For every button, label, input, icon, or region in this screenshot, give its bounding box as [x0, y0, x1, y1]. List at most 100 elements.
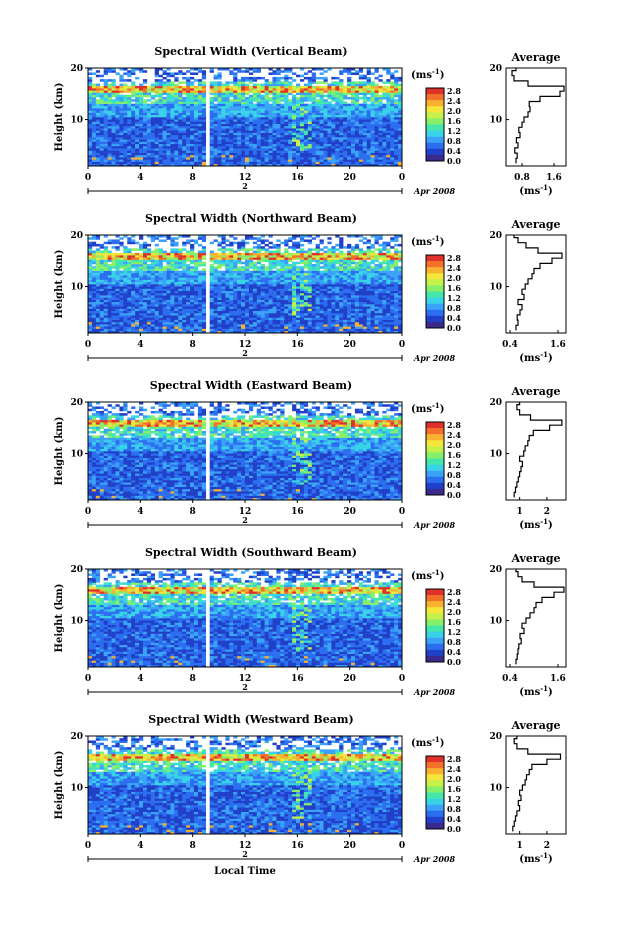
- heatmap-cell: [339, 326, 344, 329]
- heatmap-cell: [327, 281, 332, 285]
- heatmap-cell: [252, 163, 258, 167]
- heatmap-cell: [354, 96, 360, 100]
- y-axis-label: Height (km): [54, 83, 65, 152]
- heatmap-cell: [166, 286, 171, 289]
- heatmap-cell: [280, 312, 285, 316]
- heatmap-cell: [213, 312, 218, 316]
- heatmap-cell: [115, 161, 120, 165]
- heatmap-cell: [115, 281, 120, 285]
- heatmap-cell: [374, 310, 379, 314]
- heatmap-cell: [339, 70, 344, 73]
- heatmap-cell: [233, 134, 238, 138]
- heatmap-cell: [201, 304, 207, 307]
- heatmap-cell: [237, 321, 242, 325]
- heatmap-cell: [107, 85, 112, 89]
- heatmap-cell: [358, 68, 364, 71]
- heatmap-cell: [193, 297, 199, 300]
- heatmap-cell: [382, 103, 387, 107]
- heatmap-cell: [323, 324, 328, 327]
- heatmap-cell: [197, 105, 203, 109]
- heatmap-cell: [350, 83, 356, 87]
- heatmap-cell: [268, 163, 273, 167]
- heatmap-cell: [394, 88, 399, 91]
- heatmap-cell: [303, 301, 309, 305]
- heatmap-cell: [190, 83, 195, 87]
- heatmap-cell: [178, 299, 183, 303]
- heatmap-cell: [296, 312, 301, 316]
- heatmap-cell: [201, 290, 207, 294]
- heatmap-cell: [354, 163, 360, 167]
- heatmap-cell: [299, 137, 305, 140]
- heatmap-cell: [225, 152, 230, 156]
- heatmap-cell: [319, 117, 324, 120]
- heatmap-cell: [394, 99, 399, 102]
- heatmap-cell: [142, 128, 148, 131]
- heatmap-cell: [307, 306, 313, 309]
- heatmap-cell: [88, 304, 93, 307]
- heatmap-cell: [146, 134, 152, 138]
- heatmap-cell: [331, 159, 336, 162]
- heatmap-cell: [303, 96, 309, 100]
- heatmap-cell: [95, 112, 101, 116]
- heatmap-cell: [237, 88, 242, 91]
- heatmap-cell: [221, 284, 226, 287]
- heatmap-cell: [398, 121, 403, 124]
- heatmap-cell: [213, 288, 218, 291]
- heatmap-cell: [123, 301, 128, 305]
- heatmap-cell: [99, 326, 104, 329]
- heatmap-cell: [299, 321, 305, 325]
- heatmap-cell: [394, 326, 399, 329]
- heatmap-cell: [197, 94, 203, 98]
- heatmap-cell: [229, 72, 234, 75]
- heatmap-cell: [280, 315, 285, 318]
- heatmap-cell: [378, 310, 383, 314]
- heatmap-cell: [162, 312, 167, 316]
- heatmap-cell: [142, 159, 148, 162]
- heatmap-cell: [331, 317, 336, 320]
- heatmap-cell: [280, 330, 285, 334]
- heatmap-cell: [193, 105, 199, 109]
- heatmap-cell: [233, 110, 238, 113]
- heatmap-cell: [362, 132, 367, 136]
- heatmap-cell: [331, 310, 336, 314]
- heatmap-cell: [91, 148, 97, 151]
- heatmap-cell: [119, 161, 124, 165]
- heatmap-cell: [241, 123, 246, 127]
- heatmap-cell: [174, 310, 179, 314]
- heatmap-cell: [99, 290, 104, 294]
- heatmap-cell: [91, 143, 97, 147]
- heatmap-cell: [264, 315, 269, 318]
- heatmap-cell: [252, 290, 258, 294]
- heatmap-cell: [398, 88, 403, 91]
- heatmap-cell: [95, 103, 101, 107]
- heatmap-cell: [378, 103, 383, 107]
- heatmap-cell: [296, 103, 301, 107]
- heatmap-cell: [248, 130, 254, 133]
- heatmap-cell: [347, 324, 352, 327]
- heatmap-cell: [268, 324, 273, 327]
- heatmap-cell: [123, 105, 128, 109]
- heatmap-cell: [127, 114, 132, 118]
- heatmap-cell: [111, 288, 116, 291]
- heatmap-cell: [150, 299, 156, 303]
- heatmap-cell: [88, 99, 93, 102]
- heatmap-cell: [95, 157, 101, 160]
- heatmap-cell: [386, 317, 391, 320]
- heatmap-cell: [374, 117, 379, 120]
- heatmap-cell: [245, 150, 250, 153]
- heatmap-cell: [323, 105, 328, 109]
- heatmap-cell: [142, 85, 148, 89]
- heatmap-cell: [241, 290, 246, 294]
- heatmap-cell: [276, 295, 281, 298]
- heatmap-cell: [225, 157, 230, 160]
- heatmap-cell: [354, 150, 360, 153]
- heatmap-cell: [327, 148, 332, 151]
- heatmap-cell: [335, 88, 340, 91]
- heatmap-cell: [146, 137, 152, 140]
- heatmap-cell: [276, 324, 281, 327]
- heatmap-cell: [292, 306, 297, 309]
- heatmap-cell: [186, 132, 191, 136]
- heatmap-cell: [186, 284, 191, 287]
- heatmap-cell: [398, 114, 403, 118]
- heatmap-cell: [311, 148, 316, 151]
